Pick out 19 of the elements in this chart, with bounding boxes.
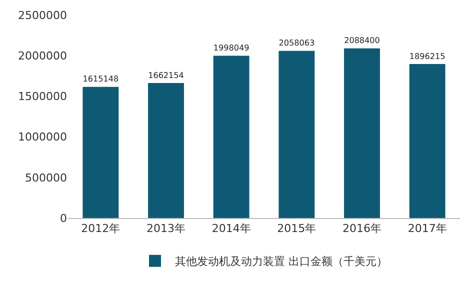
bar — [278, 50, 315, 218]
y-tick-label: 2500000 — [18, 8, 67, 22]
y-tick-label: 0 — [60, 212, 67, 225]
y-tick-label: 1500000 — [18, 90, 67, 104]
x-tick-label: 2013年 — [146, 222, 186, 236]
y-tick-label: 1000000 — [18, 130, 67, 144]
bar — [148, 83, 184, 218]
bar — [213, 56, 250, 218]
legend-label: 其他发动机及动力装置 出口金额（千美元） — [175, 255, 388, 268]
bar — [409, 64, 446, 218]
x-tick-label: 2014年 — [212, 222, 251, 236]
y-tick-label: 2000000 — [18, 49, 67, 62]
y-tick-label: 500000 — [25, 171, 67, 184]
bar — [344, 48, 380, 218]
x-tick-label: 2015年 — [277, 222, 316, 236]
x-tick-label: 2017年 — [408, 222, 447, 236]
x-tick-label: 2016年 — [342, 222, 382, 236]
bar — [82, 86, 119, 218]
x-tick-label: 2012年 — [81, 222, 120, 236]
